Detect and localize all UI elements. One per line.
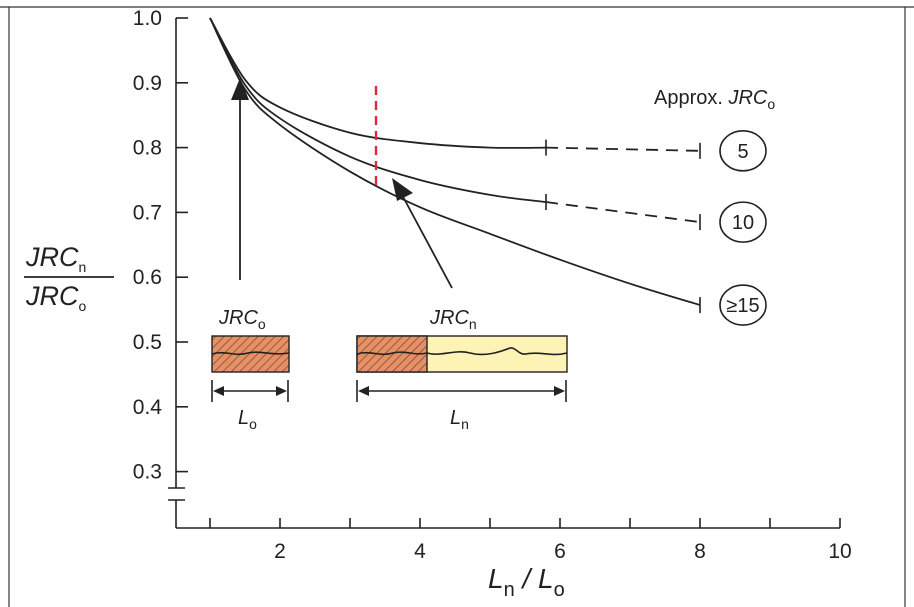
y-tick-label: 0.3 bbox=[133, 461, 162, 484]
y-tick-label: 0.6 bbox=[133, 266, 162, 289]
x-axis-label: Ln / Lo bbox=[488, 563, 565, 601]
long-sample: JRCn Ln bbox=[356, 307, 568, 432]
x-tick-label: 2 bbox=[274, 540, 286, 563]
series-label-circle bbox=[719, 284, 767, 326]
x-ticks: 2 4 6 8 10 bbox=[209, 518, 852, 563]
short-sample: JRCo Lo bbox=[211, 307, 290, 432]
y-tick-label: 1.0 bbox=[133, 7, 162, 30]
long-sample-joint bbox=[356, 347, 568, 356]
axes bbox=[168, 18, 840, 529]
x-tick-label: 4 bbox=[414, 540, 426, 563]
legend-title-sub: o bbox=[767, 96, 775, 112]
y-label-den-main: JRC bbox=[25, 281, 79, 311]
series-label-circle bbox=[719, 201, 767, 243]
y-label-num-sub: n bbox=[79, 259, 87, 275]
l-o-label: Lo bbox=[238, 407, 257, 432]
series-label-circle bbox=[719, 130, 767, 172]
series-extrapolation bbox=[545, 201, 701, 224]
series-label-text: 10 bbox=[732, 212, 754, 234]
legend-title-prefix: Approx. bbox=[654, 87, 728, 109]
series-line bbox=[209, 17, 547, 149]
y-tick-label: 0.7 bbox=[133, 201, 162, 224]
series-label-text: 5 bbox=[737, 141, 748, 163]
jrc-o-label: JRCo bbox=[218, 307, 266, 332]
y-tick-label: 0.4 bbox=[133, 396, 163, 419]
diagonal-arrow bbox=[392, 178, 453, 289]
svg-text:JRCn: JRCn bbox=[25, 242, 86, 275]
svg-text:JRCo: JRCo bbox=[25, 281, 87, 314]
y-tick-label: 0.9 bbox=[133, 72, 162, 95]
y-ticks: 1.0 0.9 0.8 0.7 0.6 0.5 0.4 0.3 bbox=[133, 7, 188, 484]
y-label-num-main: JRC bbox=[25, 242, 79, 272]
y-label-den-sub: o bbox=[79, 298, 87, 314]
x-label-sub1: n bbox=[504, 579, 515, 601]
series-line bbox=[209, 17, 547, 203]
series-curves bbox=[209, 17, 701, 314]
l-n-label: Ln bbox=[450, 407, 469, 432]
y-axis-label: JRCn JRCo bbox=[24, 242, 114, 314]
y-tick-label: 0.8 bbox=[133, 137, 162, 160]
series-label-text: ≥15 bbox=[726, 295, 759, 317]
up-arrow bbox=[231, 78, 249, 280]
series-extrapolation bbox=[545, 146, 701, 152]
jrc-n-label: JRCn bbox=[429, 307, 477, 332]
series-labels: 5 10 ≥15 bbox=[719, 130, 767, 326]
x-label-main: L bbox=[488, 563, 504, 594]
x-label-sub2: o bbox=[554, 579, 565, 601]
y-tick-label: 0.5 bbox=[133, 331, 162, 354]
x-tick-label: 10 bbox=[828, 540, 851, 563]
series-line bbox=[209, 17, 701, 306]
x-tick-label: 6 bbox=[554, 540, 566, 563]
x-tick-label: 8 bbox=[694, 540, 706, 563]
legend-title-main: JRC bbox=[727, 87, 767, 109]
x-label-sep: / L bbox=[515, 563, 554, 594]
legend-title: Approx. JRCo bbox=[654, 87, 775, 112]
short-sample-joint bbox=[211, 351, 290, 356]
